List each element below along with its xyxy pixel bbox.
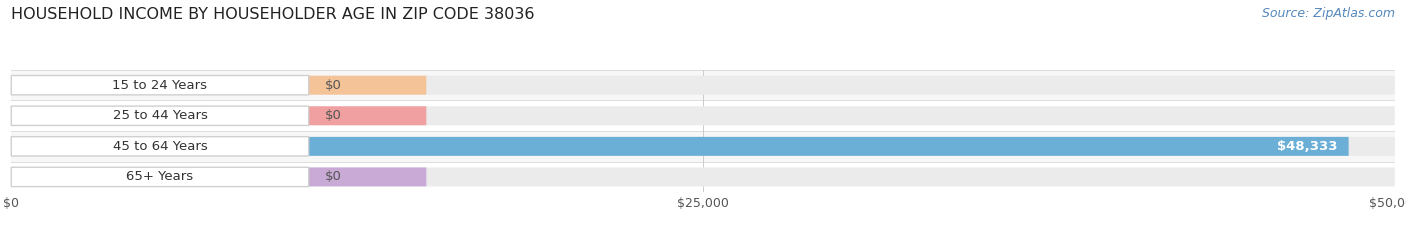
Text: 65+ Years: 65+ Years: [127, 170, 194, 183]
FancyBboxPatch shape: [11, 168, 426, 186]
Text: $48,333: $48,333: [1277, 140, 1337, 153]
FancyBboxPatch shape: [11, 76, 1395, 95]
FancyBboxPatch shape: [11, 137, 309, 156]
FancyBboxPatch shape: [11, 167, 309, 187]
Text: 45 to 64 Years: 45 to 64 Years: [112, 140, 207, 153]
Text: $0: $0: [325, 170, 342, 183]
Bar: [11, 70, 1395, 100]
FancyBboxPatch shape: [11, 106, 1395, 125]
Bar: [11, 100, 1395, 131]
Bar: [11, 162, 1395, 192]
Text: 25 to 44 Years: 25 to 44 Years: [112, 109, 208, 122]
FancyBboxPatch shape: [11, 76, 426, 95]
FancyBboxPatch shape: [11, 106, 426, 125]
FancyBboxPatch shape: [11, 168, 1395, 186]
Text: Source: ZipAtlas.com: Source: ZipAtlas.com: [1261, 7, 1395, 20]
Text: $0: $0: [325, 79, 342, 92]
Text: HOUSEHOLD INCOME BY HOUSEHOLDER AGE IN ZIP CODE 38036: HOUSEHOLD INCOME BY HOUSEHOLDER AGE IN Z…: [11, 7, 534, 22]
FancyBboxPatch shape: [11, 106, 309, 125]
FancyBboxPatch shape: [11, 137, 1395, 156]
FancyBboxPatch shape: [11, 75, 309, 95]
Bar: [11, 131, 1395, 162]
Text: 15 to 24 Years: 15 to 24 Years: [112, 79, 208, 92]
FancyBboxPatch shape: [11, 137, 1348, 156]
Text: $0: $0: [325, 109, 342, 122]
